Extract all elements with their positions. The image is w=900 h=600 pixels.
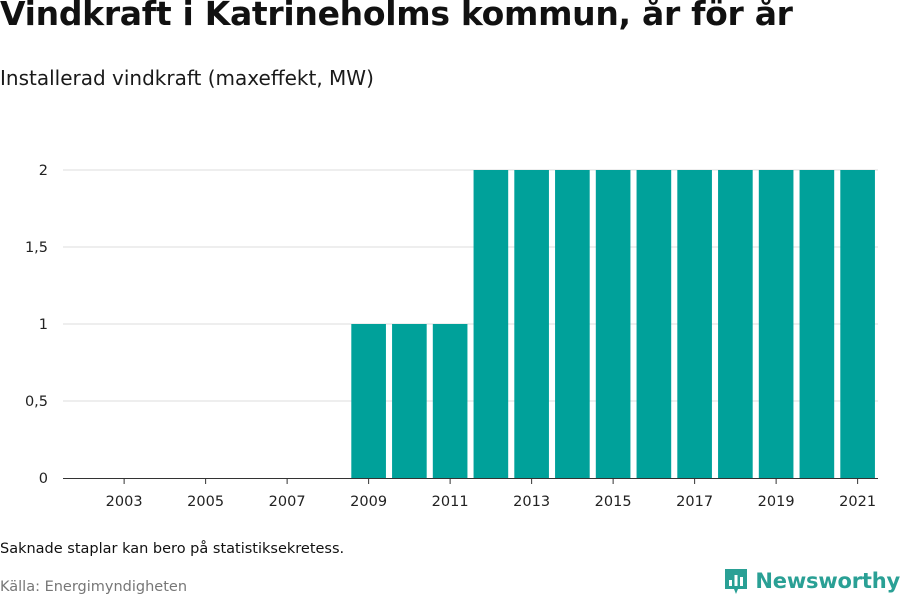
gridlines (63, 169, 878, 402)
x-tick-label: 2015 (595, 494, 632, 510)
y-tick-label: 1 (39, 317, 48, 333)
chart-subtitle: Installerad vindkraft (maxeffekt, MW) (0, 66, 374, 90)
bar-2012 (473, 170, 509, 478)
footnote: Saknade staplar kan bero på statistiksek… (0, 541, 345, 557)
bar-2021 (840, 170, 875, 478)
bar-2019 (758, 170, 794, 478)
bar-2011 (432, 324, 468, 478)
bar-2015 (595, 170, 631, 478)
x-tick-label: 2005 (187, 494, 224, 510)
bar-2017 (677, 170, 712, 478)
x-tick-label: 2007 (269, 494, 306, 510)
y-tick-label: 2 (39, 163, 48, 179)
x-tick-label: 2019 (758, 494, 795, 510)
bar-2014 (555, 170, 590, 478)
newsworthy-logo-icon (725, 569, 748, 594)
x-tick-label: 2011 (432, 494, 469, 510)
bars (351, 170, 875, 478)
brand-name: Newsworthy (755, 569, 900, 593)
bar-2013 (514, 170, 549, 478)
y-tick-label: 0 (39, 471, 48, 487)
bar-chart: 0 0,5 1 1,5 2 2003 2005 2007 2009 2011 2013 2015 201… (25, 163, 878, 510)
bar-2016 (636, 170, 672, 478)
y-tick-label: 0,5 (25, 394, 48, 410)
bar-2010 (392, 324, 427, 478)
bar-2009 (351, 324, 386, 478)
x-tick-label: 2021 (839, 494, 876, 510)
chart-title: Vindkraft i Katrineholms kommun, år för … (0, 0, 793, 33)
bar-2018 (718, 170, 753, 478)
x-tick-label: 2009 (350, 494, 387, 510)
axes: 0 0,5 1 1,5 2 2003 2005 2007 2009 2011 2013 2015 201… (25, 163, 878, 510)
x-tick-label: 2013 (513, 494, 550, 510)
source-label: Källa: Energimyndigheten (0, 579, 188, 595)
x-tick-label: 2017 (676, 494, 713, 510)
bar-2020 (799, 170, 835, 478)
x-tick-label: 2003 (106, 494, 143, 510)
brand-logo[interactable]: Newsworthy (723, 567, 900, 595)
y-tick-label: 1,5 (25, 240, 48, 256)
